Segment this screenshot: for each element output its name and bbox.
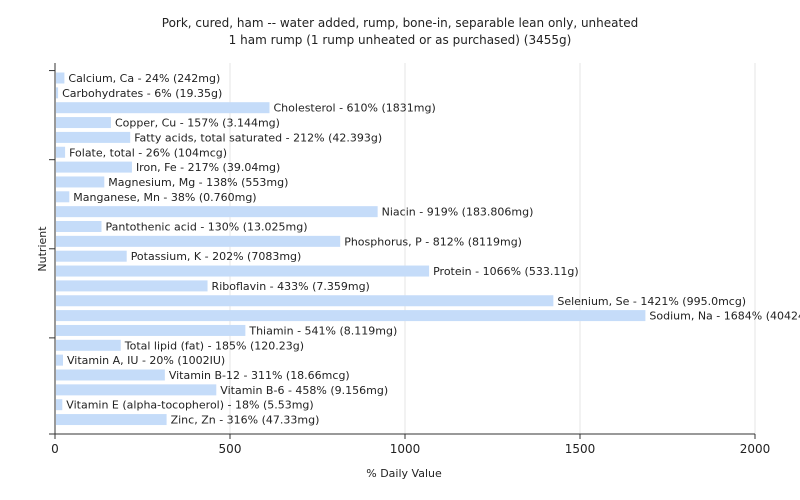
bar-label: Protein - 1066% (533.11g) bbox=[433, 265, 579, 278]
bar-label: Iron, Fe - 217% (39.04mg) bbox=[136, 161, 280, 174]
x-tick-label: 1500 bbox=[565, 442, 596, 456]
bar-label: Carbohydrates - 6% (19.35g) bbox=[62, 87, 222, 100]
bar bbox=[56, 176, 105, 188]
bar bbox=[56, 339, 121, 351]
bar bbox=[56, 206, 378, 218]
chart-title: Pork, cured, ham -- water added, rump, b… bbox=[162, 16, 638, 30]
bar-label: Folate, total - 26% (104mcg) bbox=[69, 146, 227, 159]
bar bbox=[56, 384, 217, 396]
bar-label: Fatty acids, total saturated - 212% (42.… bbox=[134, 131, 382, 144]
bar-label: Total lipid (fat) - 185% (120.23g) bbox=[124, 339, 304, 352]
bar bbox=[56, 146, 66, 158]
bar bbox=[56, 250, 127, 262]
bar-label: Vitamin A, IU - 20% (1002IU) bbox=[67, 354, 225, 367]
bar bbox=[56, 117, 111, 129]
x-axis-label: % Daily Value bbox=[366, 467, 442, 480]
bar bbox=[56, 399, 63, 411]
bar-label: Pantothenic acid - 130% (13.025mg) bbox=[106, 221, 308, 234]
bar bbox=[56, 235, 341, 247]
bar bbox=[56, 161, 132, 173]
bar-label: Potassium, K - 202% (7083mg) bbox=[131, 250, 302, 263]
bar bbox=[56, 414, 167, 426]
axes bbox=[49, 63, 756, 439]
x-tick-label: 0 bbox=[51, 442, 59, 456]
bar-label: Magnesium, Mg - 138% (553mg) bbox=[108, 176, 288, 189]
bars bbox=[56, 72, 646, 426]
bar-label: Manganese, Mn - 38% (0.760mg) bbox=[73, 191, 256, 204]
x-tick-label: 2000 bbox=[740, 442, 771, 456]
grid-lines bbox=[229, 63, 756, 434]
bar bbox=[56, 280, 208, 292]
bar-label: Selenium, Se - 1421% (995.0mcg) bbox=[557, 295, 746, 308]
x-tick-labels: 0 500 1000 1500 2000 bbox=[51, 442, 770, 456]
bar bbox=[56, 131, 131, 143]
bar bbox=[56, 221, 102, 232]
bar-label: Zinc, Zn - 316% (47.33mg) bbox=[171, 414, 320, 427]
bar-label: Niacin - 919% (183.806mg) bbox=[382, 206, 534, 219]
bar bbox=[56, 87, 59, 99]
bar-label: Thiamin - 541% (8.119mg) bbox=[248, 324, 397, 337]
bar bbox=[56, 265, 430, 277]
bar-label: Vitamin B-6 - 458% (9.156mg) bbox=[220, 384, 388, 397]
bar bbox=[56, 310, 646, 322]
bar bbox=[56, 295, 554, 307]
bar bbox=[56, 102, 270, 114]
bar-label: Copper, Cu - 157% (3.144mg) bbox=[115, 117, 280, 130]
chart-subtitle: 1 ham rump (1 rump unheated or as purcha… bbox=[229, 33, 572, 47]
bar bbox=[56, 354, 63, 366]
x-tick-label: 1000 bbox=[390, 442, 421, 456]
bar-label: Sodium, Na - 1684% (40424mg) bbox=[649, 310, 800, 323]
y-axis-label: Nutrient bbox=[36, 226, 49, 272]
bar-labels: Calcium, Ca - 24% (242mg) Carbohydrates -… bbox=[62, 72, 800, 427]
x-tick-label: 500 bbox=[219, 442, 242, 456]
bar-label: Cholesterol - 610% (1831mg) bbox=[274, 102, 436, 115]
bar bbox=[56, 72, 65, 84]
bar bbox=[56, 369, 165, 381]
bar bbox=[56, 324, 246, 336]
bar-label: Riboflavin - 433% (7.359mg) bbox=[212, 280, 370, 293]
bar-label: Calcium, Ca - 24% (242mg) bbox=[68, 72, 220, 85]
bar bbox=[56, 191, 70, 203]
bar-label: Vitamin E (alpha-tocopherol) - 18% (5.53… bbox=[66, 399, 313, 412]
bar-label: Phosphorus, P - 812% (8119mg) bbox=[344, 235, 522, 248]
bar-label: Vitamin B-12 - 311% (18.66mcg) bbox=[169, 369, 350, 382]
